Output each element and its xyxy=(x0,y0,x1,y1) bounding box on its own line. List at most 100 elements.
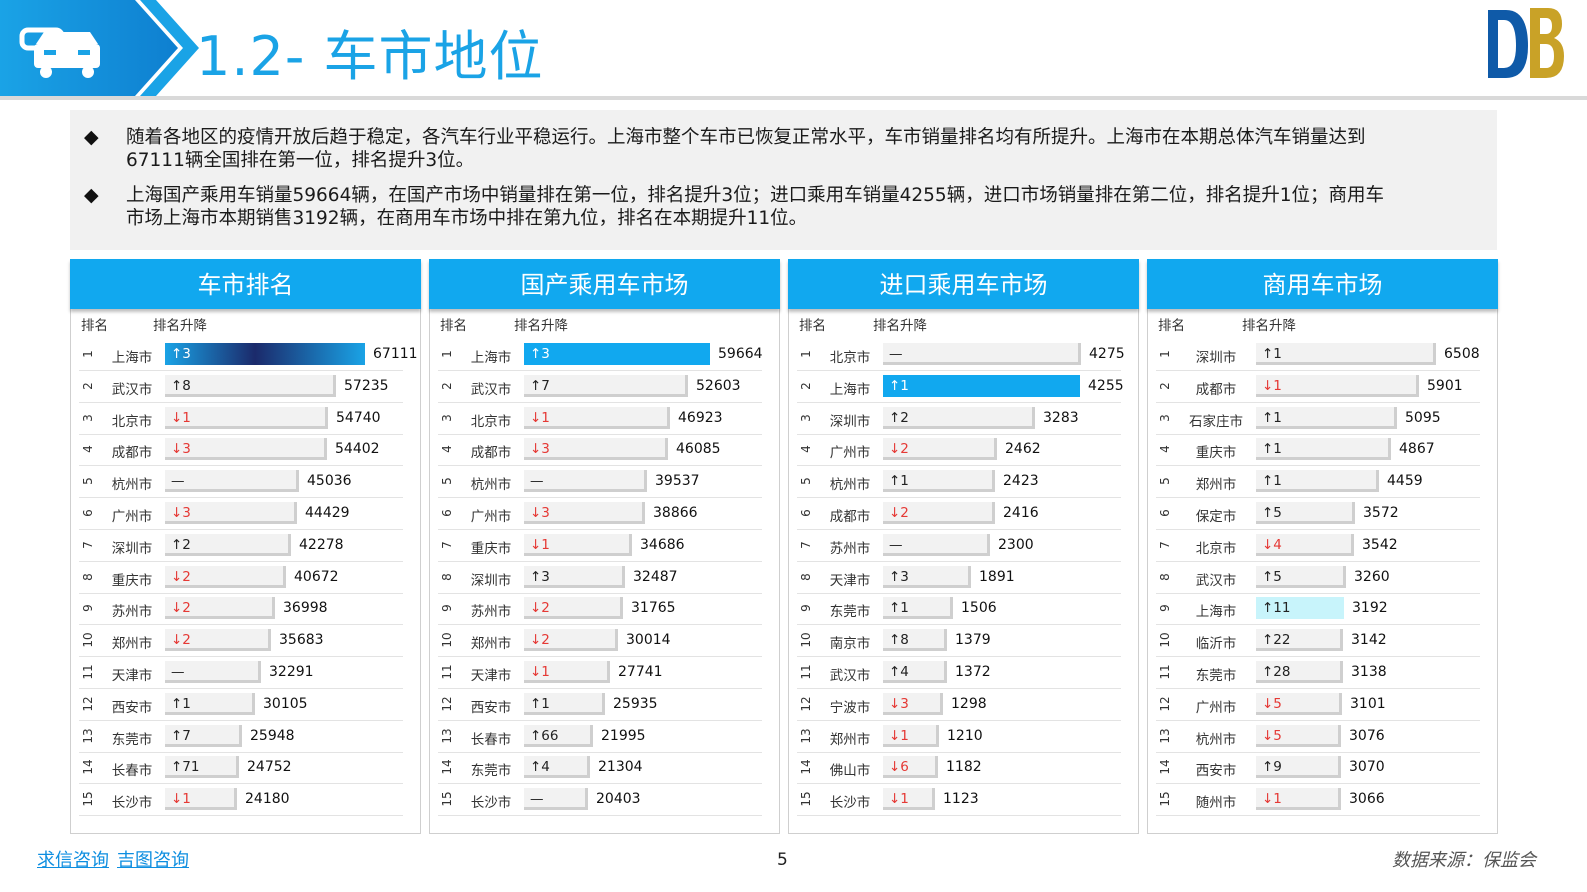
sales-value: 1182 xyxy=(946,759,982,776)
sales-value: 3066 xyxy=(1349,791,1385,808)
rank-change: ↑28 xyxy=(1262,664,1291,680)
rank-number: 13 xyxy=(440,727,454,744)
rank-number: 9 xyxy=(440,604,454,613)
city-name: 苏州市 xyxy=(111,604,153,621)
col-header-change: 排名升降 xyxy=(153,318,207,334)
sales-value: 3192 xyxy=(1352,600,1388,617)
table-row: 14 西安市 ↑9 3070 xyxy=(1156,751,1480,785)
rank-number: 6 xyxy=(799,509,813,517)
rank-change: ↑4 xyxy=(530,759,550,776)
table-row: 11 武汉市 ↑4 1372 xyxy=(797,656,1121,689)
sales-value: 30014 xyxy=(626,632,671,649)
sales-bar xyxy=(165,343,365,365)
header-bar xyxy=(0,0,199,96)
sales-bar xyxy=(1256,343,1436,365)
rank-change: ↑1 xyxy=(889,377,909,394)
city-name: 成都市 xyxy=(829,509,871,525)
rank-number: 4 xyxy=(1158,445,1172,454)
table-row: 14 佛山市 ↓6 1182 xyxy=(797,751,1121,785)
sales-value: 4867 xyxy=(1399,441,1435,458)
rank-number: 6 xyxy=(1158,509,1172,517)
city-name: 天津市 xyxy=(470,668,512,684)
rank-number: 2 xyxy=(81,381,95,390)
sales-bar xyxy=(524,406,670,429)
city-name: 西安市 xyxy=(111,699,153,716)
city-name: 深圳市 xyxy=(829,413,871,430)
rank-change: ↑3 xyxy=(889,568,909,585)
table-row: 13 长春市 ↑66 21995 xyxy=(438,720,762,753)
table-row: 12 西安市 ↑1 25935 xyxy=(438,688,762,721)
sales-bar xyxy=(883,502,995,524)
rank-change: ↑1 xyxy=(1262,409,1282,426)
sales-value: 38866 xyxy=(653,505,698,521)
sales-bar xyxy=(165,661,261,683)
sales-bar xyxy=(524,343,710,365)
rank-number: 11 xyxy=(799,664,813,680)
sales-bar xyxy=(1256,565,1346,588)
sales-bar xyxy=(524,597,623,620)
rank-number: 12 xyxy=(1158,696,1172,712)
sales-value: 35683 xyxy=(279,632,324,649)
sales-value: 44429 xyxy=(305,505,350,521)
footer-brands[interactable]: 求信咨询 吉图咨询 xyxy=(37,846,197,872)
sales-bar xyxy=(883,343,1081,365)
sales-value: 1372 xyxy=(955,664,991,680)
table-row: 5 郑州市 ↑1 4459 xyxy=(1156,465,1480,499)
rank-number: 7 xyxy=(81,540,95,549)
sales-value: 4255 xyxy=(1088,377,1124,394)
sales-bar xyxy=(165,502,297,524)
rank-change: — xyxy=(171,473,185,490)
brand-link-qiuxin[interactable]: 求信咨询 xyxy=(37,850,109,871)
city-name: 广州市 xyxy=(111,509,153,525)
rank-number: 7 xyxy=(440,540,454,549)
city-name: 广州市 xyxy=(1195,699,1237,716)
sales-bar xyxy=(1256,756,1341,779)
summary-box: ◆ 随着各地区的疫情开放后趋于稳定，各汽车行业平稳运行。上海市整个车市已恢复正常… xyxy=(70,110,1497,250)
col-header-rank: 排名 xyxy=(799,318,826,334)
table-row: 8 深圳市 ↑3 32487 xyxy=(438,561,762,594)
sales-value: 25948 xyxy=(250,727,295,744)
bullet-diamond: ◆ xyxy=(84,184,99,206)
table-row: 7 北京市 ↓4 3542 xyxy=(1156,529,1480,562)
data-source: 数据来源：保监会 xyxy=(1392,850,1536,871)
city-name: 上海市 xyxy=(829,381,871,398)
sales-bar xyxy=(165,438,327,461)
city-name: 郑州市 xyxy=(470,636,512,653)
sales-value: 2462 xyxy=(1005,441,1041,458)
city-name: 郑州市 xyxy=(111,636,153,653)
sales-bar xyxy=(524,470,647,493)
col-header-change: 排名升降 xyxy=(514,318,568,334)
sales-value: 1210 xyxy=(947,727,983,744)
rank-number: 11 xyxy=(81,664,95,680)
table-row: 12 西安市 ↑1 30105 xyxy=(79,688,403,721)
rank-change: ↑3 xyxy=(530,568,550,585)
table-row: 9 苏州市 ↓2 36998 xyxy=(79,592,403,626)
rank-change: ↓3 xyxy=(530,441,550,458)
rank-number: 13 xyxy=(81,727,95,744)
sales-bar xyxy=(883,756,938,779)
sales-value: 46085 xyxy=(676,441,721,458)
sales-value: 1298 xyxy=(951,695,987,712)
rank-change: — xyxy=(889,536,903,553)
sales-value: 24752 xyxy=(247,759,292,776)
sales-bar xyxy=(1256,692,1342,715)
table-row: 5 杭州市 ↑1 2423 xyxy=(797,465,1121,499)
panel-title: 车市排名 xyxy=(70,259,421,309)
table-row: 7 重庆市 ↓1 34686 xyxy=(438,529,762,562)
rank-change: ↑1 xyxy=(889,473,909,490)
sales-value: 6508 xyxy=(1444,346,1480,362)
brand-link-jitu[interactable]: 吉图咨询 xyxy=(117,850,189,871)
rank-number: 15 xyxy=(81,791,95,807)
sales-bar xyxy=(1256,597,1344,620)
rank-change: — xyxy=(530,791,544,808)
rank-number: 12 xyxy=(440,696,454,712)
sales-bar xyxy=(165,724,242,747)
table-row: 1 上海市 ↑3 67111 xyxy=(79,338,418,371)
rank-number: 10 xyxy=(1158,632,1172,648)
table-row: 9 上海市 ↑11 3192 xyxy=(1156,592,1480,626)
sales-bar xyxy=(1256,438,1391,461)
rank-change: ↓6 xyxy=(889,759,909,776)
sales-bar xyxy=(524,692,605,715)
rank-change: ↑11 xyxy=(1262,600,1291,617)
sales-bar xyxy=(883,533,990,556)
